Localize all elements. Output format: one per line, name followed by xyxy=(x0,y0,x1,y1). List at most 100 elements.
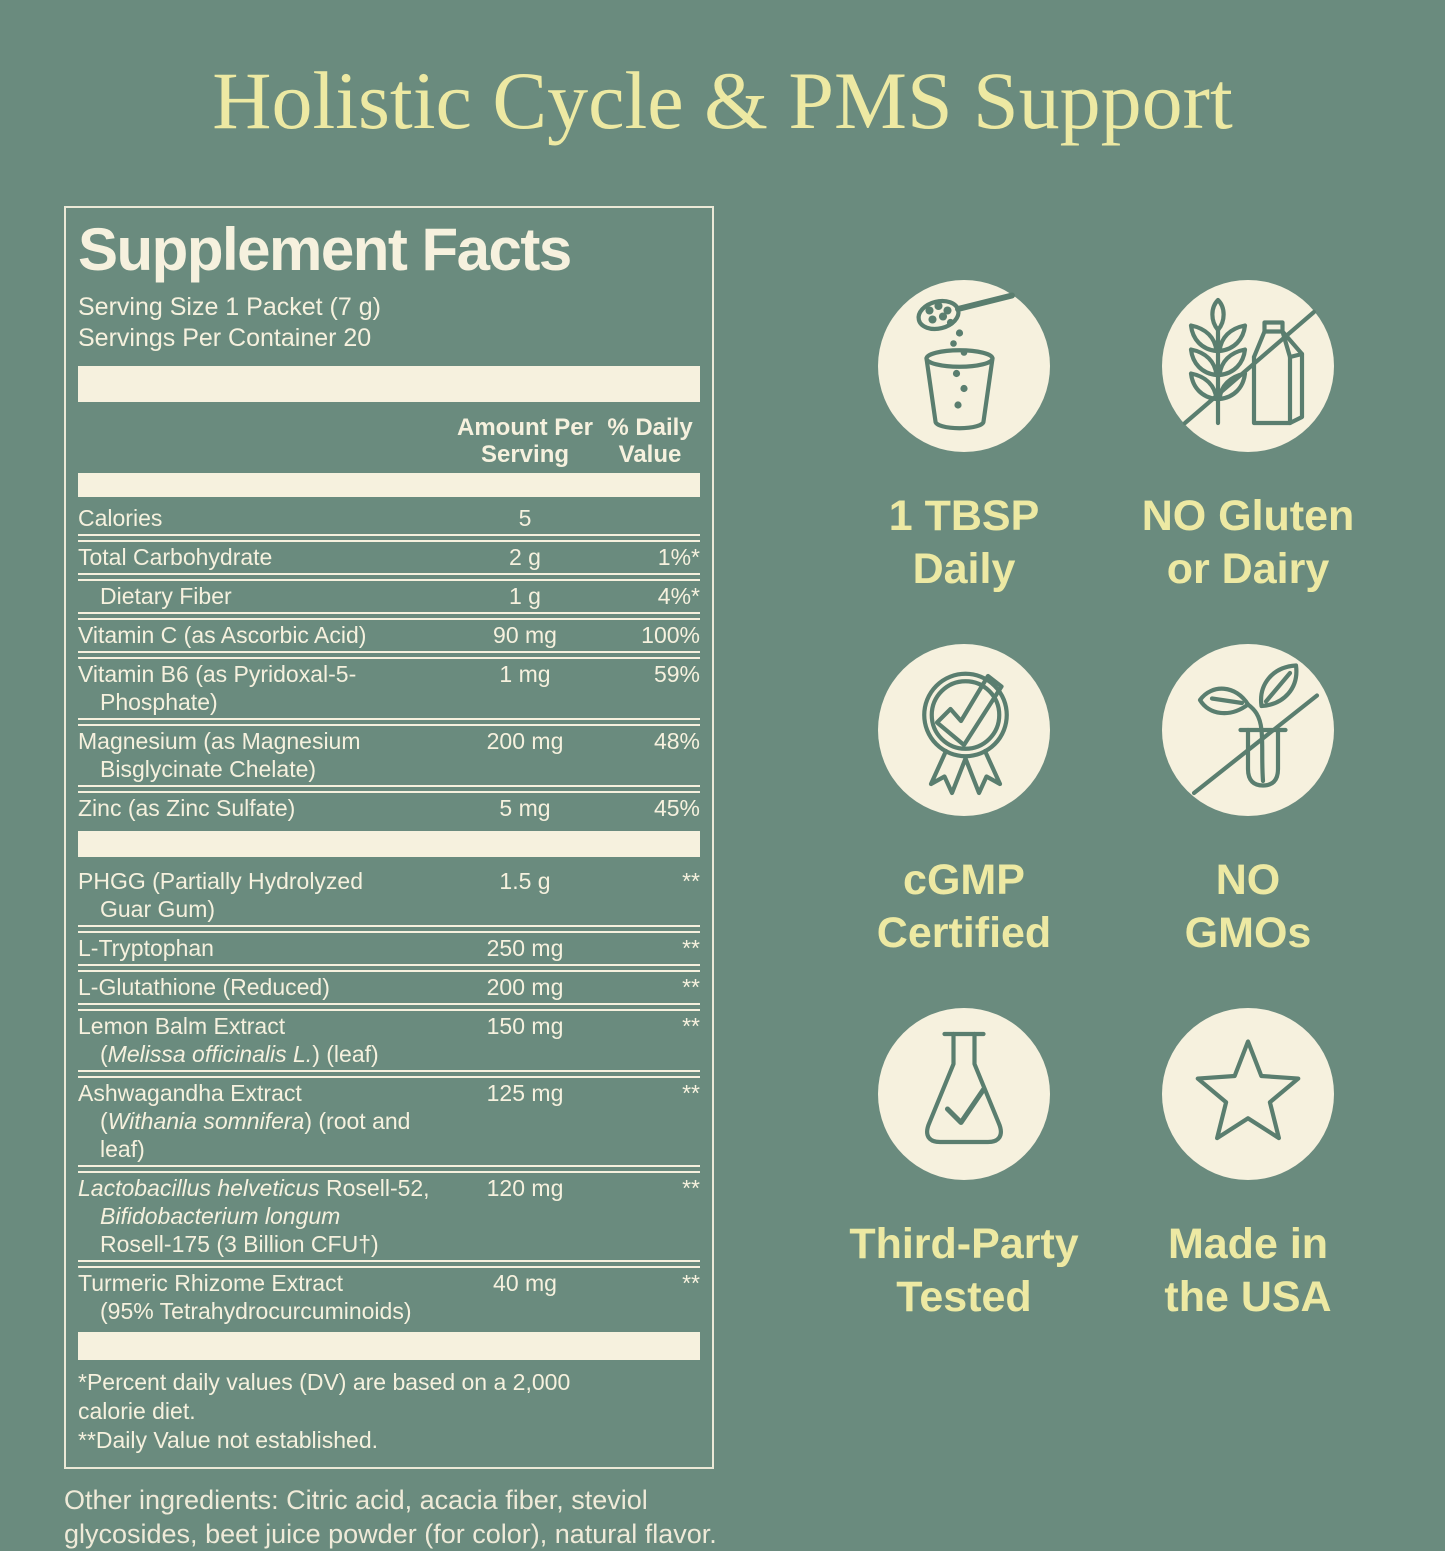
amount-value: 250 mg xyxy=(486,934,564,961)
divider-bar-mid xyxy=(78,830,700,857)
ingredient-name: L-Glutathione (Reduced) xyxy=(78,973,450,1001)
ingredient-name: Calories xyxy=(78,504,450,532)
footnotes: *Percent daily values (DV) are based on … xyxy=(78,1368,700,1455)
ingredient-name-line: Ashwagandha Extract xyxy=(78,1079,450,1107)
badge-label-line: NO xyxy=(1215,856,1281,904)
ingredient-name-text: Vitamin B6 (as Pyridoxal-5- xyxy=(78,660,357,687)
ingredient-name-line: Lactobacillus helveticus Rosell-52, xyxy=(78,1174,450,1202)
ingredient-name-text: Lemon Balm Extract xyxy=(78,1012,286,1039)
supplement-row: Turmeric Rhizome Extract (95% Tetrahydroc… xyxy=(78,1265,700,1327)
ingredient-name-text: Dietary Fiber xyxy=(100,582,232,609)
badge-circle-scoop-glass xyxy=(878,280,1050,452)
supplement-row: PHGG (Partially Hydrolyzed Guar Gum) 1.5 g… xyxy=(78,866,700,927)
daily-value: 100% xyxy=(641,621,700,648)
ingredient-name-text: Magnesium (as Magnesium xyxy=(78,727,361,754)
badge-label-third-party-tested: Third-Party Tested xyxy=(849,1218,1078,1324)
badge-label-line: GMOs xyxy=(1184,909,1312,957)
ingredient-name-line: Vitamin C (as Ascorbic Acid) xyxy=(78,621,450,649)
column-headers: Amount Per Serving % Daily Value xyxy=(78,402,700,473)
other-ingredients: Other ingredients: Citric acid, acacia f… xyxy=(64,1484,717,1549)
amount-column-header: Amount Per Serving xyxy=(450,414,600,468)
ingredient-name-line: Lemon Balm Extract xyxy=(78,1012,450,1040)
supplement-row: Ashwagandha Extract (Withania somnifera) … xyxy=(78,1075,700,1167)
ingredient-name: Turmeric Rhizome Extract (95% Tetrahydroc… xyxy=(78,1269,450,1325)
daily-value: ** xyxy=(682,867,700,894)
third-party-tested-icon xyxy=(889,1019,1039,1169)
daily-value: 4%* xyxy=(657,582,700,609)
ingredient-name-text: Guar Gum) xyxy=(100,895,216,922)
ingredient-name-line: Calories xyxy=(78,504,450,532)
supplement-row: Lemon Balm Extract (Melissa officinalis L… xyxy=(78,1008,700,1072)
ingredient-name: Lemon Balm Extract (Melissa officinalis L… xyxy=(78,1012,450,1068)
panel-title: Supplement Facts xyxy=(78,216,572,283)
supplement-row: Calories 5 xyxy=(78,503,700,536)
daily-value: 1%* xyxy=(657,543,700,570)
supplement-row: L-Glutathione (Reduced) 200 mg ** xyxy=(78,969,700,1005)
footnote-line: *Percent daily values (DV) are based on … xyxy=(78,1368,571,1424)
ingredient-name-text: Rosell-52, xyxy=(319,1174,430,1201)
divider-bar-top xyxy=(78,365,700,402)
badge-label-made-in-usa: Made in the USA xyxy=(1164,1218,1331,1324)
no-gmos-icon xyxy=(1173,655,1323,805)
ingredient-name: L-Tryptophan xyxy=(78,934,450,962)
ingredient-name-text: (95% Tetrahydrocurcuminoids) xyxy=(100,1297,412,1324)
ingredient-name: Dietary Fiber xyxy=(78,582,450,610)
badge-label-cgmp-certified: cGMP Certified xyxy=(877,854,1051,960)
ingredient-name-text: PHGG (Partially Hydrolyzed xyxy=(78,867,364,894)
amount-value: 1 mg xyxy=(499,660,551,687)
ingredient-name-text: Vitamin C (as Ascorbic Acid) xyxy=(78,621,367,648)
supplement-row: Vitamin B6 (as Pyridoxal-5- Phosphate) 1 m… xyxy=(78,656,700,720)
ingredient-name-italic: Bifidobacterium longum xyxy=(100,1202,341,1229)
ingredient-name-text: L-Glutathione (Reduced) xyxy=(78,973,330,1000)
supplement-row: Vitamin C (as Ascorbic Acid) 90 mg 100% xyxy=(78,617,700,653)
daily-value: 48% xyxy=(653,727,700,754)
amount-value: 125 mg xyxy=(486,1079,564,1106)
no-gluten-dairy-icon xyxy=(1173,291,1323,441)
ingredient-name-line: (95% Tetrahydrocurcuminoids) xyxy=(78,1297,450,1325)
amount-value: 40 mg xyxy=(493,1269,557,1296)
amount-value: 2 g xyxy=(509,543,541,570)
ingredient-name-text: leaf) xyxy=(100,1135,145,1162)
ingredient-name: Lactobacillus helveticus Rosell-52, Bifid… xyxy=(78,1174,450,1258)
dv-header-line1: % Daily xyxy=(607,413,693,441)
ingredient-name: Total Carbohydrate xyxy=(78,543,450,571)
supplement-row: Magnesium (as Magnesium Bisglycinate Chel… xyxy=(78,723,700,787)
amount-value: 200 mg xyxy=(486,973,564,1000)
badge-circle-third-party-tested xyxy=(878,1008,1050,1180)
ingredient-name-text: Ashwagandha Extract xyxy=(78,1079,302,1106)
badges-grid: 1 TBSP Daily NO Gluten or Dairy cGMP Certifie… xyxy=(828,280,1384,1324)
supplement-facts-section: Supplement Facts Serving Size 1 Packet (… xyxy=(64,206,717,1551)
badge-label-line: Certified xyxy=(876,909,1052,957)
servings-per-container: Servings Per Container 20 xyxy=(78,323,372,352)
badge-made-in-usa: Made in the USA xyxy=(1112,1008,1384,1324)
daily-value: 45% xyxy=(653,794,700,821)
ingredient-name-line: (Melissa officinalis L.) (leaf) xyxy=(78,1040,450,1068)
badge-no-gluten-dairy: NO Gluten or Dairy xyxy=(1112,280,1384,596)
badge-label-line: NO Gluten xyxy=(1141,492,1355,540)
dv-header-line2: Value xyxy=(618,440,682,468)
badge-label-line: Tested xyxy=(896,1273,1032,1321)
ingredient-name-line: L-Glutathione (Reduced) xyxy=(78,973,450,1001)
ingredient-name-text: Phosphate) xyxy=(100,688,218,715)
nutrient-rows: Calories 5 Total Carbohydrate 2 g 1%* Dietary… xyxy=(78,503,700,1327)
ingredient-name-line: Phosphate) xyxy=(78,688,450,716)
amount-value: 90 mg xyxy=(493,621,557,648)
daily-value: 59% xyxy=(653,660,700,687)
ingredient-name-line: PHGG (Partially Hydrolyzed xyxy=(78,867,450,895)
ingredient-name: Vitamin B6 (as Pyridoxal-5- Phosphate) xyxy=(78,660,450,716)
ingredient-name-text: ( xyxy=(100,1107,108,1134)
divider-bar-header xyxy=(78,472,700,497)
ingredient-name-text: Zinc (as Zinc Sulfate) xyxy=(78,794,296,821)
ingredient-name-line: Turmeric Rhizome Extract xyxy=(78,1269,450,1297)
ingredient-name: Zinc (as Zinc Sulfate) xyxy=(78,794,450,822)
badge-circle-made-in-usa xyxy=(1162,1008,1334,1180)
supplement-row: Dietary Fiber 1 g 4%* xyxy=(78,578,700,614)
scoop-glass-icon xyxy=(889,291,1039,441)
ingredient-name-text: Turmeric Rhizome Extract xyxy=(78,1269,343,1296)
ingredient-name-line: Zinc (as Zinc Sulfate) xyxy=(78,794,450,822)
ingredient-name-text: Total Carbohydrate xyxy=(78,543,273,570)
ingredient-name-line: (Withania somnifera) (root and xyxy=(78,1107,450,1135)
ingredient-name-text: Bisglycinate Chelate) xyxy=(100,755,317,782)
daily-value: ** xyxy=(682,1269,700,1296)
badge-label-line: Third-Party xyxy=(849,1220,1079,1268)
